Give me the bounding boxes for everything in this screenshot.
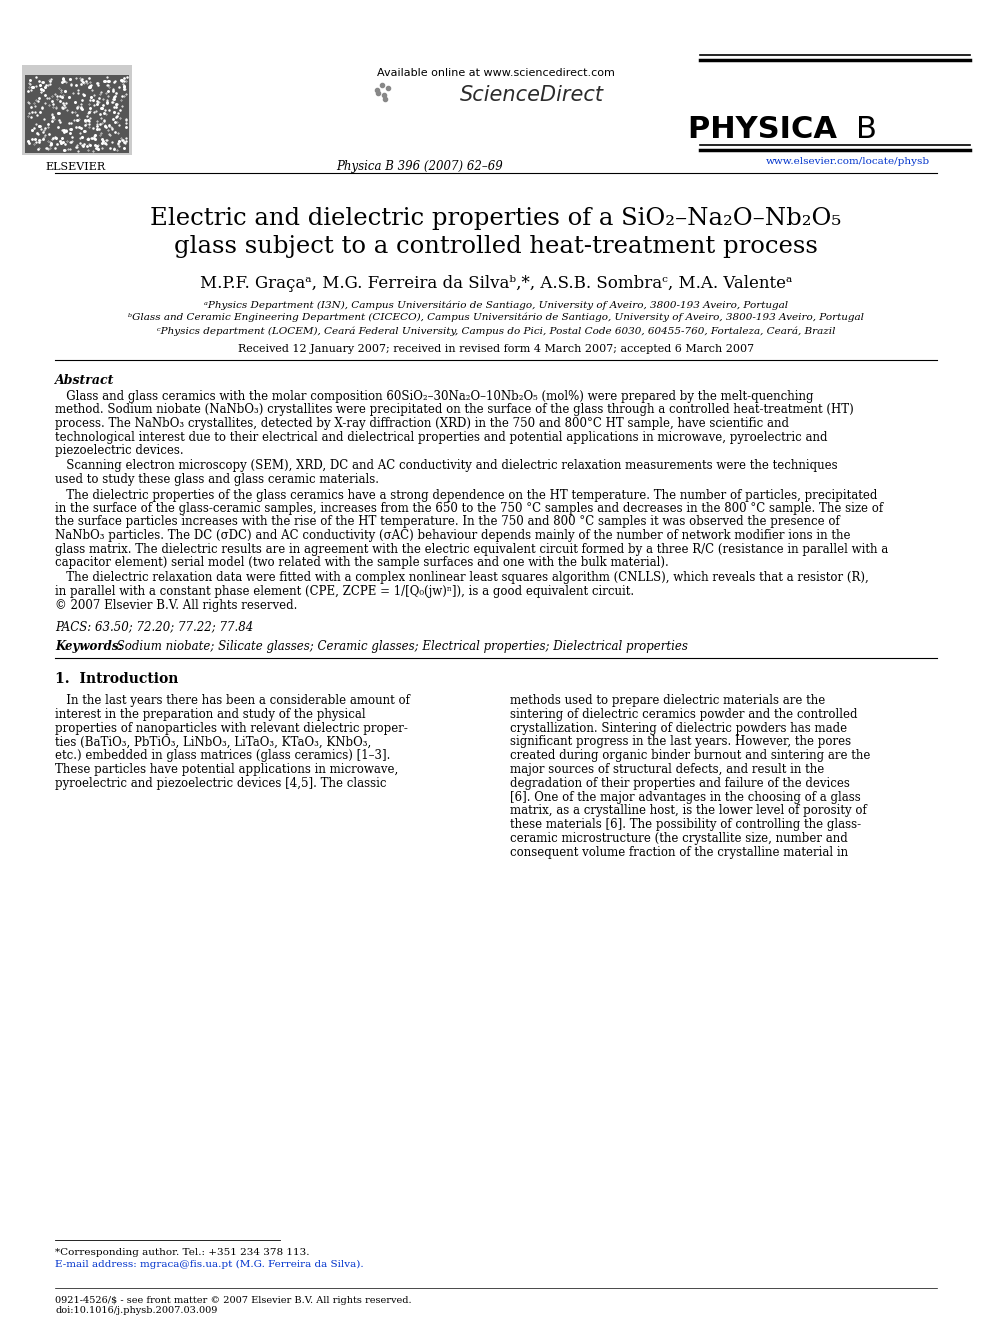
Text: Scanning electron microscopy (SEM), XRD, DC and AC conductivity and dielectric r: Scanning electron microscopy (SEM), XRD,…: [55, 459, 837, 472]
Text: ᵃPhysics Department (I3N), Campus Universitário de Santiago, University of Aveir: ᵃPhysics Department (I3N), Campus Univer…: [204, 300, 788, 310]
Bar: [22, 65, 132, 155]
Text: glass subject to a controlled heat-treatment process: glass subject to a controlled heat-treat…: [174, 235, 818, 258]
Text: process. The NaNbO₃ crystallites, detected by X-ray diffraction (XRD) in the 750: process. The NaNbO₃ crystallites, detect…: [55, 417, 789, 430]
Text: ties (BaTiO₃, PbTiO₃, LiNbO₃, LiTaO₃, KTaO₃, KNbO₃,: ties (BaTiO₃, PbTiO₃, LiNbO₃, LiTaO₃, KT…: [55, 736, 371, 749]
Text: etc.) embedded in glass matrices (glass ceramics) [1–3].: etc.) embedded in glass matrices (glass …: [55, 749, 391, 762]
Text: Electric and dielectric properties of a SiO₂–Na₂O–Nb₂O₅: Electric and dielectric properties of a …: [151, 206, 841, 230]
Text: doi:10.1016/j.physb.2007.03.009: doi:10.1016/j.physb.2007.03.009: [55, 1306, 217, 1315]
Text: Received 12 January 2007; received in revised form 4 March 2007; accepted 6 Marc: Received 12 January 2007; received in re…: [238, 344, 754, 355]
Text: 0921-4526/$ - see front matter © 2007 Elsevier B.V. All rights reserved.: 0921-4526/$ - see front matter © 2007 El…: [55, 1297, 412, 1304]
Text: ᵇGlass and Ceramic Engineering Department (CICECO), Campus Universitário de Sant: ᵇGlass and Ceramic Engineering Departmen…: [128, 314, 864, 323]
Text: matrix, as a crystalline host, is the lower level of porosity of: matrix, as a crystalline host, is the lo…: [510, 804, 867, 818]
Text: [6]. One of the major advantages in the choosing of a glass: [6]. One of the major advantages in the …: [510, 791, 861, 803]
Text: www.elsevier.com/locate/physb: www.elsevier.com/locate/physb: [766, 157, 930, 165]
Text: ceramic microstructure (the crystallite size, number and: ceramic microstructure (the crystallite …: [510, 832, 848, 845]
Text: Available online at www.sciencedirect.com: Available online at www.sciencedirect.co…: [377, 67, 615, 78]
Text: M.P.F. Graçaᵃ, M.G. Ferreira da Silvaᵇ,*, A.S.B. Sombraᶜ, M.A. Valenteᵃ: M.P.F. Graçaᵃ, M.G. Ferreira da Silvaᵇ,*…: [199, 275, 793, 292]
Text: In the last years there has been a considerable amount of: In the last years there has been a consi…: [55, 695, 410, 706]
Text: created during organic binder burnout and sintering are the: created during organic binder burnout an…: [510, 749, 870, 762]
Text: used to study these glass and glass ceramic materials.: used to study these glass and glass cera…: [55, 474, 379, 486]
Text: capacitor element) serial model (two related with the sample surfaces and one wi: capacitor element) serial model (two rel…: [55, 556, 669, 569]
Text: PHYSICA: PHYSICA: [688, 115, 848, 144]
Text: The dielectric relaxation data were fitted with a complex nonlinear least square: The dielectric relaxation data were fitt…: [55, 572, 869, 585]
Text: These particles have potential applications in microwave,: These particles have potential applicati…: [55, 763, 398, 777]
Text: ELSEVIER: ELSEVIER: [45, 161, 105, 172]
Text: technological interest due to their electrical and dielectrical properties and p: technological interest due to their elec…: [55, 430, 827, 443]
Text: significant progress in the last years. However, the pores: significant progress in the last years. …: [510, 736, 851, 749]
Text: method. Sodium niobate (NaNbO₃) crystallites were precipitated on the surface of: method. Sodium niobate (NaNbO₃) crystall…: [55, 404, 854, 417]
Text: pyroelectric and piezoelectric devices [4,5]. The classic: pyroelectric and piezoelectric devices […: [55, 777, 387, 790]
Text: Sodium niobate; Silicate glasses; Ceramic glasses; Electrical properties; Dielec: Sodium niobate; Silicate glasses; Cerami…: [113, 640, 687, 654]
Bar: [25, 75, 129, 153]
Text: in the surface of the glass-ceramic samples, increases from the 650 to the 750 °: in the surface of the glass-ceramic samp…: [55, 501, 883, 515]
Text: crystallization. Sintering of dielectric powders has made: crystallization. Sintering of dielectric…: [510, 721, 847, 734]
Text: degradation of their properties and failure of the devices: degradation of their properties and fail…: [510, 777, 850, 790]
Text: *Corresponding author. Tel.: +351 234 378 113.: *Corresponding author. Tel.: +351 234 37…: [55, 1248, 310, 1257]
Text: these materials [6]. The possibility of controlling the glass-: these materials [6]. The possibility of …: [510, 818, 861, 831]
Text: 1.  Introduction: 1. Introduction: [55, 672, 179, 687]
Text: the surface particles increases with the rise of the HT temperature. In the 750 : the surface particles increases with the…: [55, 516, 840, 528]
Text: E-mail address: mgraca@fis.ua.pt (M.G. Ferreira da Silva).: E-mail address: mgraca@fis.ua.pt (M.G. F…: [55, 1259, 364, 1269]
Text: consequent volume fraction of the crystalline material in: consequent volume fraction of the crysta…: [510, 845, 848, 859]
Text: ᶜPhysics department (LOCEM), Ceará Federal University, Campus do Pici, Postal Co: ᶜPhysics department (LOCEM), Ceará Feder…: [157, 325, 835, 336]
Text: ScienceDirect: ScienceDirect: [460, 85, 604, 105]
Text: NaNbO₃ particles. The DC (σDC) and AC conductivity (σAC) behaviour depends mainl: NaNbO₃ particles. The DC (σDC) and AC co…: [55, 529, 850, 542]
Text: PACS: 63.50; 72.20; 77.22; 77.84: PACS: 63.50; 72.20; 77.22; 77.84: [55, 620, 253, 632]
Text: major sources of structural defects, and result in the: major sources of structural defects, and…: [510, 763, 824, 777]
Text: properties of nanoparticles with relevant dielectric proper-: properties of nanoparticles with relevan…: [55, 721, 408, 734]
Text: piezoelectric devices.: piezoelectric devices.: [55, 445, 184, 456]
Text: methods used to prepare dielectric materials are the: methods used to prepare dielectric mater…: [510, 695, 825, 706]
Text: sintering of dielectric ceramics powder and the controlled: sintering of dielectric ceramics powder …: [510, 708, 857, 721]
Text: Physica B 396 (2007) 62–69: Physica B 396 (2007) 62–69: [336, 160, 503, 173]
Text: in parallel with a constant phase element (CPE, ZCPE = 1/[Q₀(jw)ⁿ]), is a good e: in parallel with a constant phase elemen…: [55, 585, 634, 598]
Text: interest in the preparation and study of the physical: interest in the preparation and study of…: [55, 708, 366, 721]
Text: Keywords:: Keywords:: [55, 640, 123, 654]
Text: B: B: [856, 115, 877, 144]
Text: glass matrix. The dielectric results are in agreement with the electric equivale: glass matrix. The dielectric results are…: [55, 542, 888, 556]
Text: Glass and glass ceramics with the molar composition 60SiO₂–30Na₂O–10Nb₂O₅ (mol%): Glass and glass ceramics with the molar …: [55, 390, 813, 404]
Text: The dielectric properties of the glass ceramics have a strong dependence on the : The dielectric properties of the glass c…: [55, 488, 877, 501]
Text: Abstract: Abstract: [55, 374, 114, 388]
Text: © 2007 Elsevier B.V. All rights reserved.: © 2007 Elsevier B.V. All rights reserved…: [55, 598, 298, 611]
